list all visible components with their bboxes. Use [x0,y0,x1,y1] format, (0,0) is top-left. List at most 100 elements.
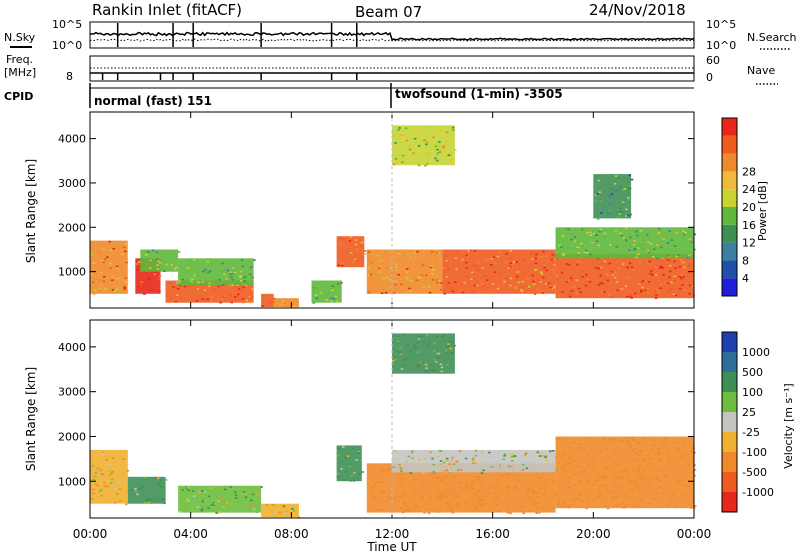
scatter-cell [603,475,606,477]
scatter-cell [350,475,353,477]
scatter-cell [315,297,319,299]
scatter-cell [417,364,421,367]
scatter-cell [417,145,421,147]
scatter-cell [516,479,520,482]
scatter-cell [587,453,590,456]
nsearch-trace [89,38,694,42]
scatter-cell [408,267,411,269]
scatter-cell [377,481,381,483]
scatter-cell [499,491,503,494]
scatter-cell [102,261,105,263]
scatter-cell [623,257,627,260]
scatter-cell [694,505,697,507]
scatter-cell [105,459,108,461]
scatter-cell [447,506,451,508]
scatter-cell [544,456,547,458]
scatter-cell [529,497,532,500]
scatter-cell [281,300,285,303]
panel-frame [89,319,695,519]
scatter-cell [562,254,565,256]
scatter-cell [657,451,660,454]
scatter-cell [435,260,438,262]
scatter-cell [542,492,546,495]
scatter-cell [611,271,614,273]
scatter-cell [149,259,152,262]
scatter-cell [416,342,419,344]
scatter-cell [450,506,453,509]
scatter-cell [100,471,103,473]
scatter-cell [465,483,469,485]
scatter-cell [635,485,638,487]
scatter-cell [451,490,454,492]
scatter-cell [671,461,674,464]
scatter-cell [578,481,581,483]
scatter-cell [578,466,581,468]
y-tick-label: 3000 [58,386,86,399]
scatter-cell [452,493,455,495]
scatter-cell [392,292,396,294]
scatter-cell [150,284,153,286]
scatter-cell [124,277,128,279]
scatter-cell [584,284,588,287]
scatter-cell [434,145,438,148]
scatter-cell [633,483,636,485]
scatter-cell [492,292,496,295]
scatter-cell [336,283,340,285]
scatter-cell [636,234,639,237]
scatter-cell [616,464,620,466]
scatter-cell [234,491,237,493]
scatter-cell [219,285,222,288]
scatter-cell [512,261,516,263]
scatter-cell [109,473,112,476]
scatter-cell [119,500,122,502]
x-tick-label: 00:00 [73,527,108,541]
scatter-cell [446,268,450,271]
scatter-cell [423,511,426,514]
scatter-cell [608,262,611,265]
scatter-cell [628,187,632,190]
scatter-cell [599,494,602,496]
scatter-cell [585,252,589,254]
scatter-cell [242,491,246,493]
scatter-cell [175,294,179,296]
scatter-cell [394,158,398,160]
scatter-cell [542,454,545,457]
scatter-cell [241,265,244,268]
scatter-cell [663,437,667,439]
scatter-cell [220,270,223,273]
scatter-cell [646,292,650,294]
scatter-cell [159,275,162,277]
scatter-cell [173,268,177,270]
scatter-cell [400,274,403,277]
scatter-cell [450,466,453,469]
scatter-cell [591,456,594,459]
scatter-cell [632,489,635,491]
scatter-cell [352,480,356,482]
velocity-bar-swatch [722,452,737,472]
scatter-cell [143,502,147,504]
scatter-cell [691,455,694,458]
scatter-cell [153,273,157,275]
scatter-region [555,227,694,259]
scatter-cell [658,267,662,269]
scatter-cell [456,502,460,505]
scatter-cell [626,266,629,269]
scatter-cell [151,289,154,291]
velocity-bar-swatch [722,352,737,372]
scatter-cell [451,290,455,293]
scatter-cell [417,337,421,340]
scatter-cell [516,475,520,477]
scatter-cell [212,502,216,504]
scatter-cell [424,363,428,366]
nsky-label: N.Sky [4,31,36,44]
scatter-cell [433,143,437,146]
scatter-cell [470,278,473,281]
scatter-cell [100,260,104,262]
scatter-cell [622,507,626,509]
scatter-cell [417,351,420,353]
scatter-cell [342,238,345,240]
velocity-bar-swatch [722,392,737,412]
scatter-cell [567,462,571,464]
scatter-cell [595,200,598,202]
scatter-cell [211,509,214,512]
